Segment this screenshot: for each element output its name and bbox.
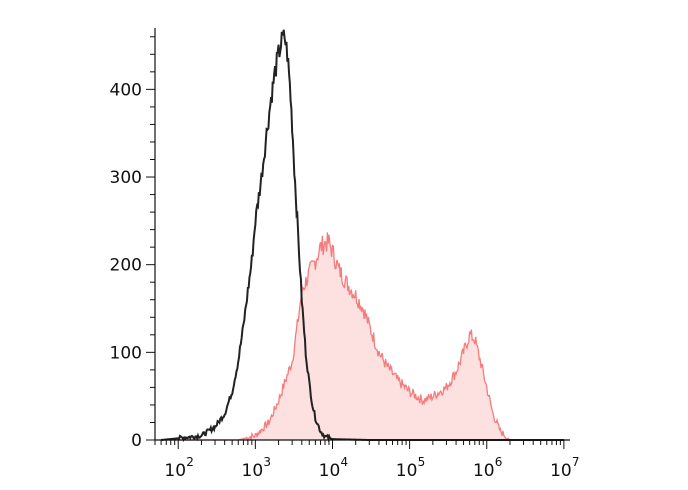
x-tick-label: 10 [242,461,264,481]
y-axis-ticks: 0 100 200 300 400 [110,36,155,451]
x-tick-label: 10 [473,461,495,481]
x-tick-exponent: 4 [340,455,348,469]
x-tick-label: 10 [396,461,418,481]
series-layer [161,29,564,443]
x-tick-exponent: 3 [263,455,271,469]
x-tick-label: 10 [550,461,572,481]
x-tick-exponent: 2 [186,455,194,469]
y-tick-label: 100 [110,343,142,363]
x-axis-ticks: 10 2 10 3 10 4 10 5 10 6 10 7 [154,440,580,481]
x-tick-label: 10 [319,461,341,481]
x-tick-exponent: 7 [572,455,580,469]
stained-histogram-area [161,232,564,440]
x-tick-label: 10 [164,461,186,481]
y-tick-label: 400 [110,80,142,100]
x-tick-exponent: 6 [495,455,503,469]
x-tick-exponent: 5 [418,455,426,469]
y-tick-label: 0 [131,431,142,451]
y-tick-label: 200 [110,256,142,276]
y-tick-label: 300 [110,168,142,188]
